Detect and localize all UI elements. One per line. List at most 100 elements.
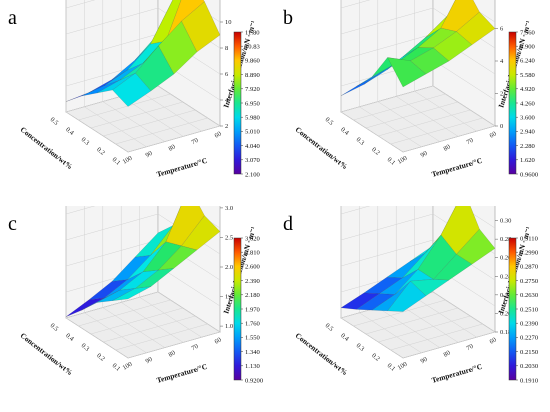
surface-chart-b: 02468Interfacial tension/mN · m⁻¹0.10.20… [283,0,539,179]
colorbar [508,31,517,175]
colorbar-tick-label: 2.180 [245,292,261,299]
y-tick-label: 100 [397,155,409,166]
colorbar-tick-label: 1.340 [245,349,261,356]
y-tick-label: 60 [214,130,223,139]
z-tick-label: 2 [500,91,503,98]
z-tick-label: 0.30 [500,218,511,225]
z-tick-label: 0 [500,123,503,130]
colorbar-tick-label: 0.2510 [520,306,539,313]
y-axis-title: Temperature/°C [431,362,484,385]
colorbar-tick-label: 11.80 [245,29,260,36]
floor-grid-line [103,109,196,137]
floor-grid-line [390,323,483,351]
colorbar-tick-label: 1.130 [245,363,261,370]
colorbar-tick-label: 1.550 [245,335,261,342]
y-axis-title: Temperature/°C [156,156,209,179]
z-tick-label: 2 [225,123,228,130]
colorbar-tick-label: 0.9200 [245,377,264,384]
panel-label: b [283,7,293,29]
y-tick-label: 90 [145,150,154,159]
colorbar-tick-label: 2.280 [520,143,536,150]
colorbar-tick-label: 3.020 [245,235,261,242]
floor-grid-line [127,331,221,359]
floor-grid-line [365,307,458,335]
floor-grid-line [353,93,446,121]
x-tick-label: 0.5 [324,116,335,127]
colorbar-tick-label: 0.2870 [520,264,539,271]
colorbar-tick-label: 0.2270 [520,335,539,342]
z-tick-label: 4 [225,97,229,104]
colorbar [233,31,242,175]
z-tick-label: 2.5 [225,234,233,241]
x-tick-label: 0.1 [386,362,397,373]
surface-cell [456,228,496,265]
colorbar-tick-label: 2.810 [245,250,261,257]
floor-grid-line [65,291,159,319]
surface [65,0,221,107]
colorbar-tick-label: 0.1910 [520,377,539,384]
colorbar-tick-label: 0.9600 [520,171,539,178]
x-tick-label: 0.3 [355,342,366,353]
x-tick-label: 0.4 [64,126,75,137]
z-tick-label: 0.26 [500,255,512,262]
colorbar-tick-label: 4.040 [245,143,261,150]
floor-grid-line [378,109,471,137]
x-tick-label: 0.3 [80,136,91,147]
floor-grid-line [432,206,496,333]
colorbar-tick-label: 6.240 [520,58,536,65]
y-tick-label: 80 [443,143,452,152]
y-tick-label: 80 [443,349,452,358]
y-axis-title: Temperature/°C [156,362,209,385]
floor-grid-line [90,101,183,129]
colorbar-tick-label: 2.940 [520,129,536,136]
y-tick-label: 70 [191,343,200,352]
colorbar-tick-label: 4.260 [520,100,536,107]
y-tick-label: 100 [122,155,134,166]
colorbar-tick-label: 7.920 [245,86,261,93]
z-grid-line [340,206,496,229]
y-tick-label: 60 [214,336,223,345]
x-tick-label: 0.4 [339,126,350,137]
surface-chart-a: 24681012Interfacial tension/mN · m⁻¹0.10… [8,0,261,179]
panel-c: 1.0 1.5 2.0 2.5 3.0 Interfacial tension/mN · … [0,206,275,412]
z-tick-label: 0.24 [500,273,512,280]
z-tick-label: 0.20 [500,310,511,317]
y-axis-title: Temperature/°C [431,156,484,179]
y-tick-label: 60 [489,336,498,345]
panel-b: 02468Interfacial tension/mN · m⁻¹0.10.20… [275,0,550,206]
floor-grid-line [402,331,496,359]
surface-cell [440,206,480,255]
floor-grid-line [78,299,171,327]
colorbar-tick-label: 2.390 [245,278,261,285]
x-tick-label: 0.4 [339,332,350,343]
colorbar-tick-label: 5.580 [520,72,536,79]
surface [65,206,221,317]
colorbar-tick-label: 0.2750 [520,278,539,285]
colorbar-tick-label: 9.860 [245,58,261,65]
y-tick-label: 70 [191,137,200,146]
floor-grid-line [157,206,221,333]
surface-cell [134,225,174,258]
y-tick-label: 100 [397,361,409,372]
floor-grid-line [115,117,208,145]
z-tick-label: 1.0 [225,323,233,330]
floor-grid-line [365,101,458,129]
colorbar-tick-label: 2.600 [245,264,261,271]
floor-grid-line [353,299,446,327]
colorbar-tick-label: 3.600 [520,115,536,122]
x-tick-label: 0.2 [370,146,381,157]
surface-cell [181,215,221,251]
z-tick-label: 0.28 [500,236,511,243]
x-tick-label: 0.3 [80,342,91,353]
colorbar-tick-label: 0.2030 [520,363,539,370]
colorbar-tick-label: 0.2150 [520,349,539,356]
colorbar-tick-label: 6.950 [245,100,261,107]
surface-cell [150,0,182,45]
z-tick-label: 8 [225,45,228,52]
z-tick-label: 0.22 [500,292,511,299]
panel-label: d [283,213,293,235]
surface-cell [456,11,496,46]
surface [340,206,496,312]
